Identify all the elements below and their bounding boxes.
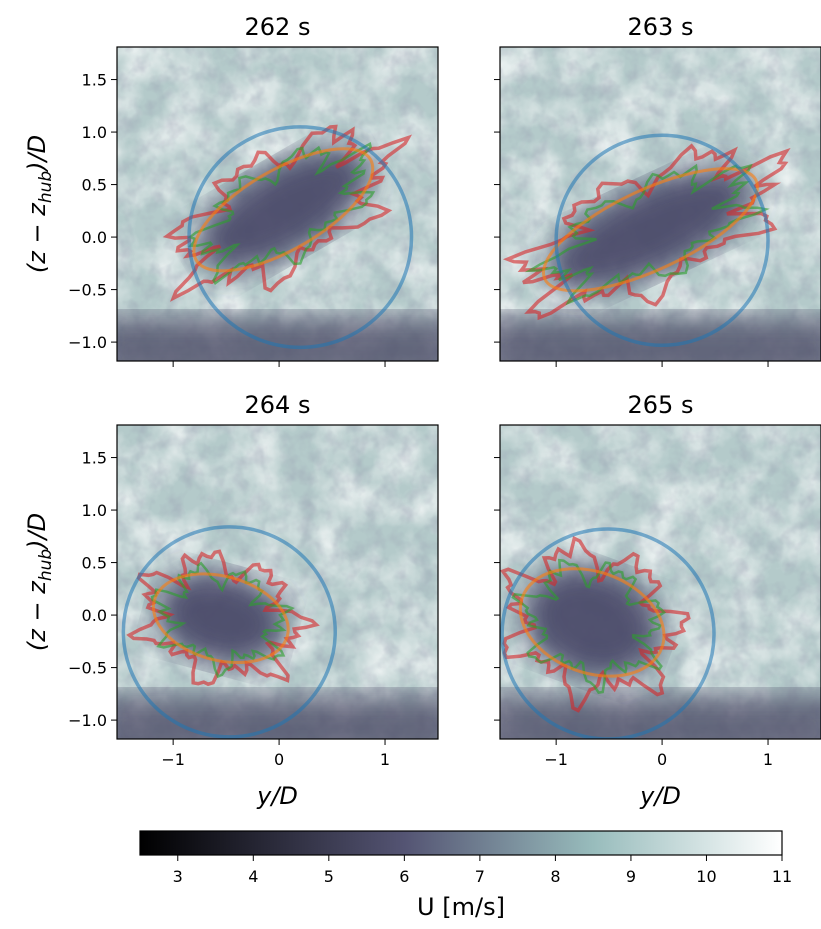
panel-image	[117, 425, 438, 739]
axes-frame	[116, 424, 439, 740]
y-tick-label: −0.5	[68, 281, 107, 300]
panel-title: 265 s	[628, 391, 694, 419]
colorbar-label: U [m/s]	[417, 893, 505, 921]
contour-outer	[126, 549, 320, 687]
wake-core	[197, 148, 369, 271]
ground-shear	[500, 694, 821, 739]
y-tick-label: 1.0	[82, 501, 107, 520]
fitted-ellipse	[192, 147, 375, 273]
y-axis-label-part: )/D	[23, 513, 51, 551]
fitted-ellipse	[541, 167, 759, 293]
y-axis-label-part: )/D	[23, 135, 51, 173]
colorbar-tick-label: 5	[324, 867, 334, 886]
colorbar-tick-label: 10	[696, 867, 716, 886]
colorbar-tick-label: 9	[626, 867, 636, 886]
y-tick-label: 0.0	[82, 606, 107, 625]
y-axis-label-part: (z − z	[23, 580, 51, 651]
panel-title: 262 s	[245, 13, 311, 41]
y-tick-label: 1.5	[82, 71, 107, 90]
rotor-circle	[554, 133, 770, 347]
panel-image	[500, 425, 821, 739]
colorbar-tick-label: 8	[550, 867, 560, 886]
y-tick-label: −0.5	[68, 659, 107, 678]
y-tick-label: 1.0	[82, 123, 107, 142]
x-tick-label: 1	[763, 750, 773, 769]
colorbar-tick-label: 11	[772, 867, 792, 886]
colorbar	[139, 830, 783, 856]
x-axis-label: y/D	[639, 782, 681, 810]
y-tick-label: 0.5	[82, 176, 107, 195]
axes-frame	[499, 424, 821, 740]
y-axis-label: (z − zhub)/D	[23, 513, 56, 651]
rotor-circle	[500, 527, 716, 739]
y-tick-label: 1.5	[82, 449, 107, 468]
y-tick-label: −1.0	[68, 711, 107, 730]
ground-shear	[117, 316, 438, 361]
ground-shear	[500, 316, 821, 361]
x-tick-label: 0	[274, 750, 284, 769]
x-tick-label: 0	[657, 750, 667, 769]
panel-title: 263 s	[628, 13, 694, 41]
y-axis-label-part: hub	[36, 171, 56, 203]
y-tick-label: −1.0	[68, 333, 107, 352]
panel-image	[500, 47, 821, 361]
colorbar-tick-label: 3	[173, 867, 183, 886]
panel-title: 264 s	[245, 391, 311, 419]
ground-shear	[117, 694, 438, 739]
colorbar-tick-label: 4	[248, 867, 258, 886]
y-axis-label-part: hub	[36, 549, 56, 581]
contour-outer	[162, 124, 413, 302]
wake-core	[156, 570, 286, 666]
axes-frame	[499, 46, 821, 362]
axes-frame	[116, 46, 439, 362]
x-tick-label: 1	[380, 750, 390, 769]
x-axis-label: y/D	[256, 782, 298, 810]
y-axis-label-part: (z − z	[23, 202, 51, 273]
contour-inner	[187, 142, 376, 286]
rotor-circle	[121, 525, 337, 739]
colorbar-tick-label: 6	[399, 867, 409, 886]
fitted-ellipse	[151, 572, 290, 665]
contour-inner	[511, 558, 667, 694]
rotor-circle	[187, 125, 414, 350]
colorbar-tick-label: 7	[475, 867, 485, 886]
y-axis-label: (z − zhub)/D	[23, 135, 56, 273]
panel-image	[117, 47, 438, 361]
y-tick-label: 0.5	[82, 554, 107, 573]
fitted-ellipse	[518, 567, 666, 678]
wake-core	[548, 168, 753, 292]
contour-outer	[502, 143, 791, 321]
x-tick-label: −1	[161, 750, 185, 769]
x-tick-label: −1	[544, 750, 568, 769]
y-tick-label: 0.0	[82, 228, 107, 247]
